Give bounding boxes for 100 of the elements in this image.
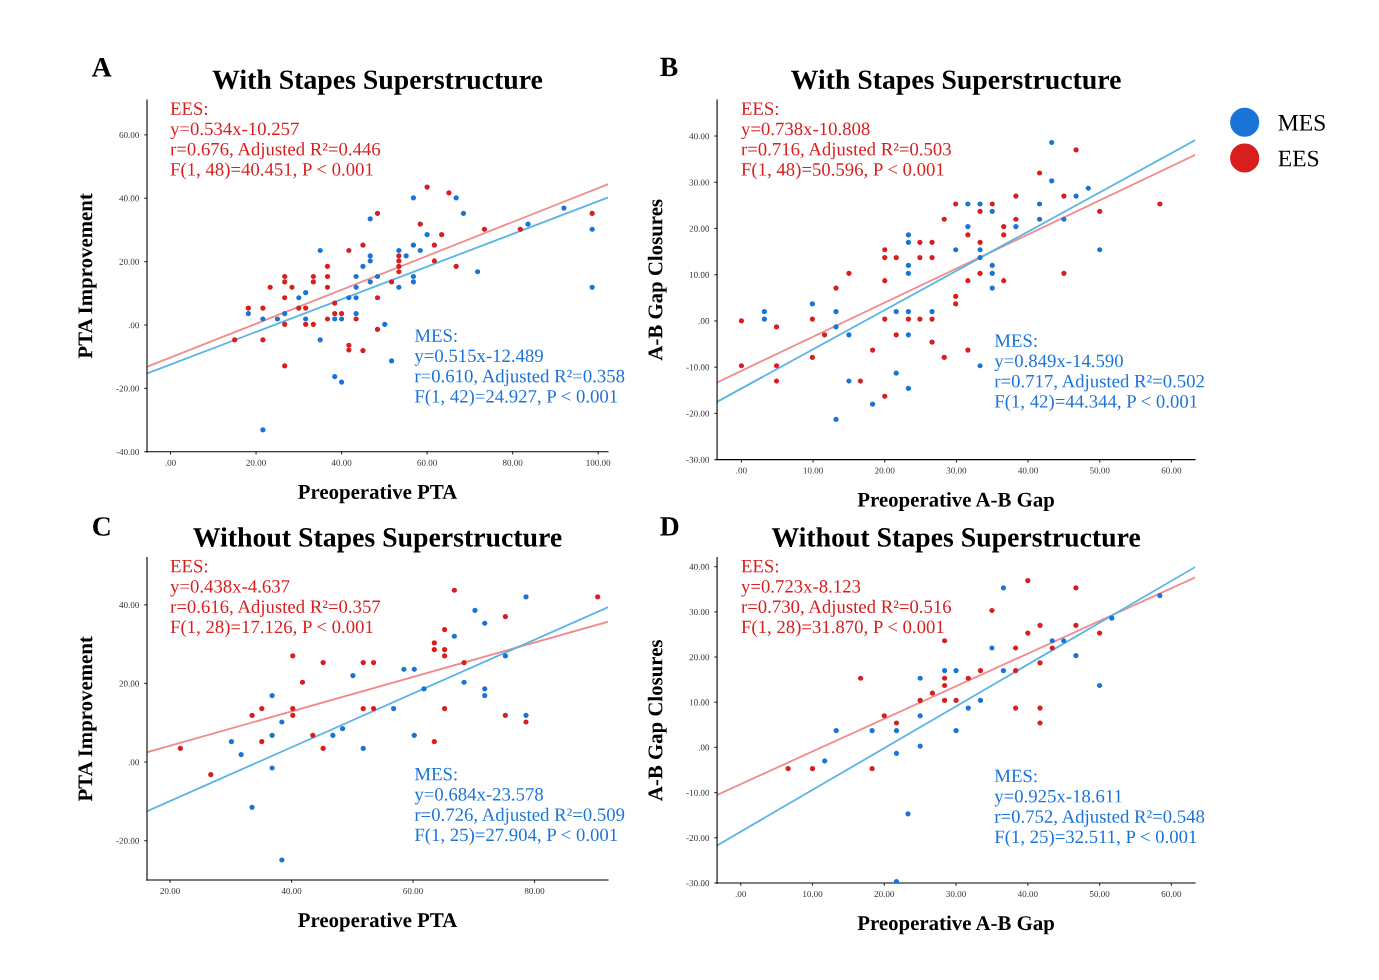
point bbox=[267, 284, 273, 290]
point bbox=[1061, 193, 1067, 199]
point bbox=[310, 321, 316, 327]
point bbox=[989, 262, 995, 269]
point bbox=[882, 247, 888, 253]
point bbox=[1013, 193, 1019, 199]
point bbox=[374, 326, 381, 333]
legend-label: EES bbox=[1278, 150, 1319, 167]
point bbox=[317, 247, 323, 254]
point bbox=[881, 713, 887, 719]
point bbox=[1073, 622, 1079, 628]
point bbox=[290, 712, 296, 718]
point bbox=[374, 210, 381, 217]
annotation: EES: y=0.738x-10.808 r=0.716, Adjusted R²=0.503 F(1, 48)=50.596, P < 0.001 bbox=[741, 102, 951, 180]
y-tick-label: -20.00 bbox=[686, 410, 710, 417]
point bbox=[1049, 638, 1055, 644]
y-tick-label: .00 bbox=[698, 744, 710, 751]
point bbox=[269, 693, 275, 699]
point bbox=[431, 258, 437, 264]
point bbox=[360, 263, 366, 269]
point bbox=[282, 279, 288, 285]
point bbox=[965, 675, 971, 681]
y-tick-label: 20.00 bbox=[119, 258, 140, 265]
point bbox=[1109, 615, 1115, 621]
point bbox=[523, 719, 529, 725]
point bbox=[338, 379, 345, 385]
point bbox=[989, 201, 995, 207]
point bbox=[502, 712, 508, 718]
point bbox=[367, 279, 373, 285]
y-axis-title: A-B Gap Closures bbox=[647, 199, 667, 361]
point bbox=[367, 258, 373, 264]
point bbox=[269, 765, 275, 771]
text: A bbox=[91, 58, 112, 77]
point bbox=[1097, 208, 1103, 214]
text: B bbox=[660, 57, 678, 77]
x-tick-label: 60.00 bbox=[417, 459, 437, 466]
point bbox=[525, 221, 531, 227]
annotation: EES: y=0.534x-10.257 r=0.676, Adjusted R²=0.446 F(1, 48)=40.451, P < 0.001 bbox=[170, 102, 381, 180]
point bbox=[451, 587, 457, 593]
point bbox=[360, 242, 366, 248]
point bbox=[738, 363, 745, 369]
point bbox=[869, 766, 875, 772]
point bbox=[442, 653, 448, 659]
point bbox=[1037, 705, 1043, 711]
point bbox=[965, 224, 971, 230]
x-tick-label: 30.00 bbox=[946, 467, 967, 474]
point bbox=[1061, 216, 1067, 222]
x-tick-label: .00 bbox=[736, 467, 747, 474]
point bbox=[977, 239, 983, 245]
point bbox=[320, 660, 326, 666]
point bbox=[324, 263, 331, 269]
x-tick-label: 60.00 bbox=[403, 887, 423, 895]
point bbox=[905, 270, 912, 276]
point bbox=[1001, 278, 1007, 284]
point bbox=[260, 316, 266, 322]
point bbox=[442, 706, 448, 712]
point bbox=[833, 324, 839, 330]
x-axis-title: Preoperative PTA bbox=[298, 912, 458, 932]
point bbox=[310, 732, 316, 738]
y-axis-title: PTA Improvement bbox=[78, 636, 97, 802]
point bbox=[1013, 224, 1019, 230]
point bbox=[821, 332, 828, 338]
point bbox=[1037, 660, 1043, 666]
point bbox=[389, 358, 395, 364]
y-tick-label: -40.00 bbox=[116, 448, 140, 456]
point bbox=[846, 378, 852, 384]
y-tick-label: -10.00 bbox=[686, 364, 710, 371]
point bbox=[1049, 139, 1055, 146]
point bbox=[442, 647, 448, 653]
point bbox=[1000, 667, 1007, 674]
point bbox=[303, 321, 309, 327]
x-axis-title: Preoperative PTA bbox=[298, 484, 458, 504]
point bbox=[809, 316, 815, 322]
point bbox=[370, 660, 377, 666]
point bbox=[396, 284, 402, 290]
point bbox=[833, 309, 839, 315]
point bbox=[279, 857, 285, 863]
point bbox=[977, 255, 983, 261]
point bbox=[338, 310, 345, 317]
x-tick-label: 40.00 bbox=[1018, 467, 1038, 474]
point bbox=[1073, 653, 1079, 659]
point bbox=[290, 706, 296, 712]
point bbox=[461, 660, 467, 666]
x-tick-label: .00 bbox=[735, 890, 747, 898]
point bbox=[917, 675, 923, 681]
point bbox=[905, 332, 912, 338]
x-tick-label: 10.00 bbox=[803, 890, 823, 898]
point bbox=[332, 374, 338, 380]
point bbox=[1073, 147, 1079, 153]
point bbox=[773, 363, 780, 369]
point bbox=[929, 255, 935, 261]
point bbox=[1036, 201, 1043, 207]
point bbox=[989, 285, 995, 291]
point bbox=[929, 309, 935, 315]
point bbox=[360, 660, 366, 666]
x-tick-label: 40.00 bbox=[281, 887, 302, 895]
point bbox=[1037, 720, 1043, 726]
point bbox=[332, 310, 338, 317]
point bbox=[929, 339, 935, 345]
point bbox=[953, 293, 959, 300]
